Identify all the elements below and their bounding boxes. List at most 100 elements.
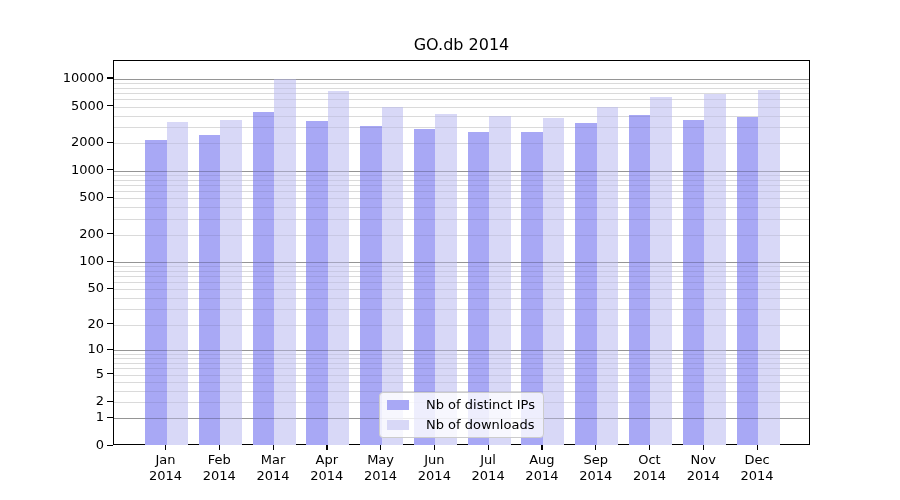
gridline-overlay	[114, 235, 809, 236]
x-tick-month: Apr	[299, 452, 355, 468]
y-tick-mark	[107, 401, 113, 402]
y-tick-label: 2	[30, 393, 104, 409]
bar-distinct-ips	[253, 112, 275, 445]
y-tick-mark	[107, 169, 113, 170]
x-tick-month: Dec	[729, 452, 785, 468]
y-tick-mark	[107, 142, 113, 143]
y-tick-label: 5000	[30, 98, 104, 114]
x-tick-month: Jun	[406, 452, 462, 468]
gridline-overlay	[114, 368, 809, 369]
y-tick-label: 1	[30, 409, 104, 425]
gridline-overlay	[114, 276, 809, 277]
x-tick-year: 2014	[191, 468, 247, 484]
x-tick-mark	[380, 445, 381, 450]
x-tick-mark	[757, 445, 758, 450]
x-tick-month: Aug	[514, 452, 570, 468]
y-tick-label: 50	[30, 280, 104, 296]
y-tick-label: 100	[30, 253, 104, 269]
bar-distinct-ips	[629, 115, 651, 445]
x-tick-mark	[326, 445, 327, 450]
gridline-overlay	[114, 143, 809, 144]
y-tick-mark	[107, 349, 113, 350]
gridline-overlay	[114, 83, 809, 84]
bar-downloads	[704, 94, 726, 445]
y-tick-label: 2000	[30, 134, 104, 150]
x-tick-year: 2014	[245, 468, 301, 484]
gridline-overlay	[114, 127, 809, 128]
x-tick-label: Jan2014	[138, 452, 194, 484]
x-tick-mark	[219, 445, 220, 450]
x-tick-label: Sep2014	[568, 452, 624, 484]
x-tick-year: 2014	[568, 468, 624, 484]
x-tick-month: Jul	[460, 452, 516, 468]
y-tick-mark	[107, 445, 113, 446]
legend-label-distinct-ips: Nb of distinct IPs	[426, 397, 535, 413]
y-tick-mark	[107, 323, 113, 324]
x-tick-mark	[595, 445, 596, 450]
x-tick-mark	[273, 445, 274, 450]
gridline-overlay	[114, 325, 809, 326]
x-tick-mark	[703, 445, 704, 450]
y-tick-label: 10	[30, 341, 104, 357]
x-tick-label: Nov2014	[675, 452, 731, 484]
x-tick-year: 2014	[138, 468, 194, 484]
y-tick-mark	[107, 373, 113, 374]
legend-swatch-downloads	[387, 420, 409, 430]
x-tick-year: 2014	[675, 468, 731, 484]
gridline-overlay	[114, 309, 809, 310]
x-tick-label: Oct2014	[621, 452, 677, 484]
x-tick-month: Sep	[568, 452, 624, 468]
y-tick-mark	[107, 77, 113, 78]
gridline-overlay	[114, 88, 809, 89]
bar-distinct-ips	[737, 117, 759, 445]
x-tick-mark	[434, 445, 435, 450]
chart-title: GO.db 2014	[113, 36, 810, 54]
gridline-overlay	[114, 171, 809, 172]
x-tick-month: Jan	[138, 452, 194, 468]
x-tick-label: Aug2014	[514, 452, 570, 484]
x-tick-label: Apr2014	[299, 452, 355, 484]
x-tick-label: Feb2014	[191, 452, 247, 484]
x-tick-mark	[649, 445, 650, 450]
x-tick-label: May2014	[353, 452, 409, 484]
y-tick-mark	[107, 105, 113, 106]
gridline-overlay	[114, 198, 809, 199]
y-tick-mark	[107, 197, 113, 198]
gridline-overlay	[114, 271, 809, 272]
x-tick-month: May	[353, 452, 409, 468]
x-tick-month: Mar	[245, 452, 301, 468]
legend: Nb of distinct IPs Nb of downloads	[379, 392, 544, 438]
x-tick-month: Oct	[621, 452, 677, 468]
x-tick-year: 2014	[514, 468, 570, 484]
gridline-overlay	[114, 185, 809, 186]
x-tick-year: 2014	[460, 468, 516, 484]
x-tick-month: Feb	[191, 452, 247, 468]
y-tick-label: 5	[30, 366, 104, 382]
y-tick-label: 20	[30, 316, 104, 332]
legend-swatch-distinct-ips	[387, 400, 409, 410]
legend-item-downloads: Nb of downloads	[387, 417, 543, 433]
gridline-overlay	[114, 107, 809, 108]
x-tick-mark	[541, 445, 542, 450]
x-tick-label: Dec2014	[729, 452, 785, 484]
y-tick-mark	[107, 417, 113, 418]
x-tick-year: 2014	[621, 468, 677, 484]
gridline-overlay	[114, 266, 809, 267]
gridline-overlay	[114, 219, 809, 220]
x-tick-month: Nov	[675, 452, 731, 468]
x-tick-mark	[165, 445, 166, 450]
gridline-overlay	[114, 93, 809, 94]
gridline-overlay	[114, 262, 809, 263]
y-tick-label: 200	[30, 226, 104, 242]
gridline-overlay	[114, 354, 809, 355]
gridline-overlay	[114, 116, 809, 117]
y-tick-label: 1000	[30, 162, 104, 178]
gridline-overlay	[114, 350, 809, 351]
gridline-overlay	[114, 191, 809, 192]
figure: GO.db 2014 01251020501002005001000200050…	[0, 0, 900, 500]
y-tick-mark	[107, 261, 113, 262]
gridline-overlay	[114, 180, 809, 181]
bar-distinct-ips	[145, 140, 167, 445]
gridline-overlay	[114, 382, 809, 383]
legend-item-distinct-ips: Nb of distinct IPs	[387, 397, 543, 413]
